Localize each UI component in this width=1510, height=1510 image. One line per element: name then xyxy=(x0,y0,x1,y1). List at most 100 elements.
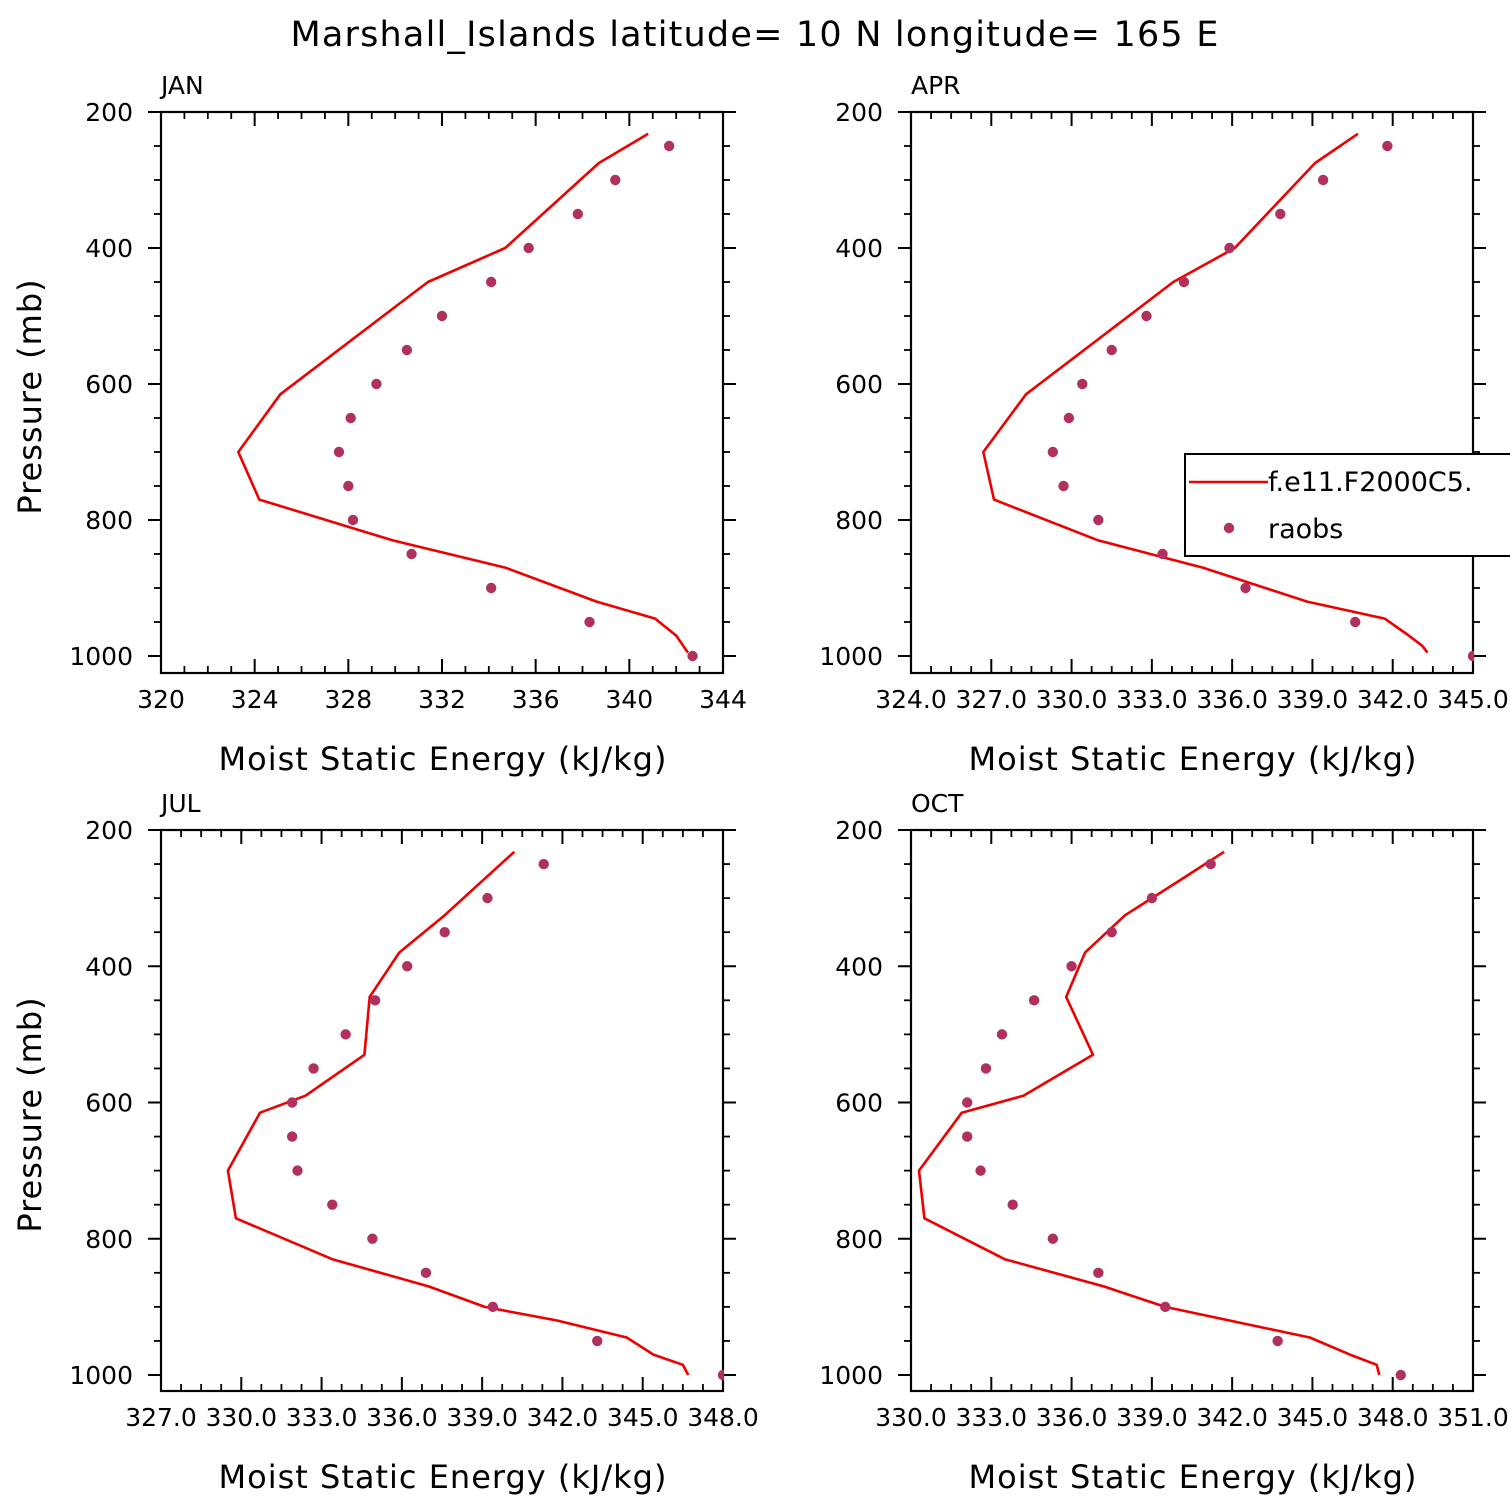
x-tick-label: 339.0 xyxy=(446,1403,518,1432)
y-tick-label: 800 xyxy=(835,506,883,535)
y-tick-label: 600 xyxy=(85,370,133,399)
raobs-point xyxy=(1063,412,1075,424)
raobs-point xyxy=(1160,1301,1171,1313)
x-tick-label: 336.0 xyxy=(1196,685,1268,714)
raobs-point xyxy=(663,140,675,152)
x-axis-label: Moist Static Energy (kJ/kg) xyxy=(969,740,1418,778)
raobs-point xyxy=(980,1063,992,1074)
panel-apr: APR 324.0 327.0 330.0 333.0 336.0 339.0 342.0 34… xyxy=(819,71,1508,778)
raobs-point xyxy=(439,926,450,938)
raobs-point xyxy=(402,961,413,972)
y-tick-label: 200 xyxy=(85,98,133,127)
raobs-point xyxy=(717,1369,724,1381)
plot-area xyxy=(981,132,1474,662)
x-tick-label: 342.0 xyxy=(1357,685,1429,714)
model-series-line xyxy=(226,850,690,1376)
plot-area xyxy=(226,850,724,1381)
raobs-point xyxy=(436,310,448,322)
plot-frame xyxy=(159,110,725,675)
raobs-point xyxy=(1146,892,1158,904)
x-tick-label: 320 xyxy=(137,685,185,714)
raobs-point xyxy=(292,1165,303,1176)
x-tick-label: 333.0 xyxy=(955,1403,1027,1432)
x-tick-label: 330.0 xyxy=(1036,685,1108,714)
raobs-point xyxy=(308,1063,319,1074)
model-series-line xyxy=(917,850,1381,1376)
raobs-point xyxy=(592,1335,603,1347)
y-tick-label: 800 xyxy=(835,1225,883,1254)
x-tick-label: 327.0 xyxy=(125,1403,197,1432)
raobs-point xyxy=(1028,995,1040,1006)
legend-box xyxy=(1184,453,1510,557)
x-tick-label: 327.0 xyxy=(955,685,1027,714)
panel-jul: JUL 327.0 330.0 333.0 336.0 339.0 342.0 345.0 34… xyxy=(11,789,759,1496)
raobs-point xyxy=(1141,310,1152,322)
x-tick-label: 333.0 xyxy=(286,1403,358,1432)
plot-area xyxy=(917,850,1406,1381)
figure-title: Marshall_Islands latitude= 10 N longitud… xyxy=(290,15,1219,55)
plot-frame xyxy=(159,828,725,1393)
raobs-point xyxy=(485,276,497,288)
raobs-point xyxy=(347,514,359,526)
raobs-point xyxy=(1093,514,1104,526)
raobs-point xyxy=(1240,582,1251,594)
x-tick-label: 342.0 xyxy=(1196,1403,1268,1432)
raobs-point xyxy=(1382,140,1393,152)
panel-label: APR xyxy=(911,71,961,100)
model-series-line xyxy=(237,132,689,654)
x-tick-label: 332 xyxy=(418,685,466,714)
y-axis-label: Pressure (mb) xyxy=(11,996,49,1232)
panel-oct: OCT 330.0 333.0 336.0 339.0 342.0 345.0 348.0 35… xyxy=(819,789,1508,1496)
raobs-point xyxy=(610,174,621,186)
raobs-point xyxy=(367,1233,378,1244)
y-tick-label: 800 xyxy=(85,506,133,535)
raobs-point xyxy=(975,1165,986,1176)
raobs-point xyxy=(1077,378,1088,390)
raobs-point xyxy=(482,892,493,904)
y-tick-label: 200 xyxy=(835,816,883,845)
x-tick-label: 345.0 xyxy=(1277,1403,1349,1432)
plot-area xyxy=(237,132,698,662)
y-tick-label: 200 xyxy=(85,816,133,845)
panels: JAN 320 324 328 332 336 340 344 200 400 600 800 1000… xyxy=(11,71,1509,1496)
raobs-point xyxy=(1047,446,1059,458)
raobs-point xyxy=(286,1097,298,1108)
raobs-point xyxy=(1058,480,1069,492)
x-tick-label: 348.0 xyxy=(687,1403,759,1432)
x-axis-label: Moist Static Energy (kJ/kg) xyxy=(219,1458,668,1496)
x-tick-label: 344 xyxy=(699,685,747,714)
y-tick-label: 600 xyxy=(85,1089,133,1118)
legend-label-model: f.e11.F2000C5. xyxy=(1268,467,1473,498)
raobs-point xyxy=(406,548,417,560)
raobs-point xyxy=(1467,650,1474,662)
raobs-point xyxy=(1178,276,1190,288)
raobs-point xyxy=(1317,174,1329,186)
x-tick-label: 339.0 xyxy=(1116,1403,1188,1432)
y-tick-label: 1000 xyxy=(819,642,883,671)
y-tick-label: 200 xyxy=(835,98,883,127)
raobs-point xyxy=(1047,1233,1059,1244)
x-tick-label: 342.0 xyxy=(527,1403,599,1432)
legend-marker-swatch xyxy=(1223,522,1235,534)
panel-label: JAN xyxy=(159,71,204,100)
x-tick-label: 345.0 xyxy=(1437,685,1509,714)
x-tick-label: 340 xyxy=(605,685,653,714)
raobs-point xyxy=(1106,344,1117,356)
x-tick-label: 330.0 xyxy=(875,1403,947,1432)
x-axis-label: Moist Static Energy (kJ/kg) xyxy=(219,740,668,778)
raobs-point xyxy=(1007,1199,1018,1210)
raobs-point xyxy=(523,242,534,254)
raobs-point xyxy=(687,650,698,662)
raobs-point xyxy=(1275,208,1286,220)
y-tick-label: 400 xyxy=(835,234,883,263)
raobs-point xyxy=(1106,926,1117,938)
x-tick-label: 324.0 xyxy=(875,685,947,714)
raobs-point xyxy=(333,446,345,458)
y-tick-label: 400 xyxy=(835,952,883,981)
y-tick-label: 600 xyxy=(835,370,883,399)
raobs-point xyxy=(1093,1267,1104,1279)
model-series-line xyxy=(981,132,1429,654)
y-tick-label: 800 xyxy=(85,1225,133,1254)
y-tick-label: 1000 xyxy=(69,642,133,671)
